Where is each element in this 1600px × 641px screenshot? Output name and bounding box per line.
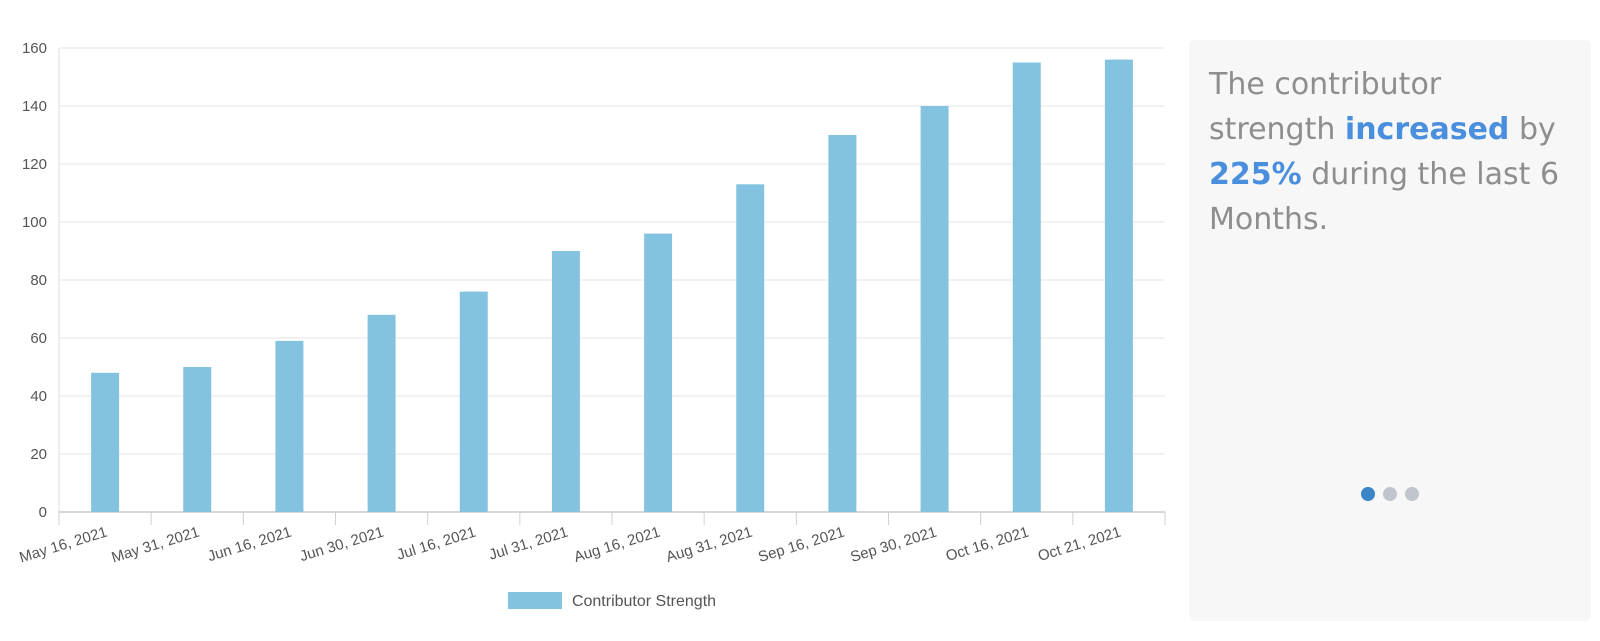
legend-swatch[interactable] (507, 592, 562, 609)
x-tick-label: Jun 30, 2021 (298, 524, 386, 566)
x-tick-label: May 31, 2021 (110, 524, 202, 567)
bar[interactable] (183, 367, 212, 512)
bar[interactable] (644, 233, 673, 512)
insight-text-part1: The contributor strength (1209, 67, 1442, 147)
insight-panel: The contributor strength increased by 22… (1189, 40, 1591, 621)
bar-chart: 0 20 40 60 80 100 120 140 160 May 16, 2021 May 31… (17, 40, 1166, 610)
x-tick-label: Jul 31, 2021 (487, 524, 570, 564)
x-tick-label: May 16, 2021 (17, 524, 109, 567)
chart-bars (91, 59, 1133, 513)
y-axis-tick-labels: 0 20 40 60 80 100 120 140 160 (22, 40, 47, 521)
y-tick-label: 20 (30, 446, 47, 463)
bar[interactable] (1104, 59, 1133, 512)
bar[interactable] (91, 372, 120, 512)
legend-label: Contributor Strength (572, 593, 716, 610)
carousel-dot[interactable] (1405, 487, 1419, 501)
y-tick-label: 80 (30, 272, 47, 289)
y-tick-label: 60 (30, 330, 47, 347)
x-tick-label: Sep 30, 2021 (848, 524, 938, 566)
x-tick-label: Jun 16, 2021 (206, 524, 294, 566)
y-tick-label: 0 (39, 504, 47, 521)
insight-highlight-percentage: 225% (1209, 157, 1302, 192)
carousel-dots (1189, 487, 1591, 501)
bar[interactable] (459, 291, 488, 512)
insight-text: The contributor strength increased by 22… (1209, 62, 1571, 242)
bar[interactable] (551, 251, 580, 512)
bar[interactable] (1012, 62, 1041, 513)
y-tick-label: 40 (30, 388, 47, 405)
y-tick-label: 140 (22, 98, 47, 115)
chart-legend: Contributor Strength (507, 592, 716, 610)
insight-highlight-increased: increased (1344, 112, 1510, 147)
insight-text-part3: during the last 6 Months. (1209, 157, 1560, 237)
x-axis-tick-labels: May 16, 2021 May 31, 2021 Jun 16, 2021 Jun … (17, 524, 1123, 567)
y-tick-label: 120 (22, 156, 47, 173)
bar[interactable] (736, 184, 765, 513)
carousel-dot[interactable] (1383, 487, 1397, 501)
carousel-dot[interactable] (1361, 487, 1375, 501)
bar[interactable] (275, 340, 304, 512)
y-tick-label: 160 (22, 40, 47, 57)
bar[interactable] (367, 314, 396, 512)
x-tick-label: Jul 16, 2021 (395, 524, 478, 564)
chart-axes (58, 48, 1166, 525)
insight-text-part2: by (1509, 112, 1556, 147)
chart-gridlines (59, 47, 1165, 455)
x-tick-label: Sep 16, 2021 (756, 524, 846, 566)
x-tick-label: Oct 16, 2021 (944, 524, 1031, 565)
bar[interactable] (920, 106, 949, 512)
y-tick-label: 100 (22, 214, 47, 231)
x-tick-label: Aug 16, 2021 (572, 524, 662, 566)
x-tick-label: Oct 21, 2021 (1036, 524, 1123, 565)
x-tick-label: Aug 31, 2021 (664, 524, 754, 566)
bar[interactable] (828, 135, 857, 512)
